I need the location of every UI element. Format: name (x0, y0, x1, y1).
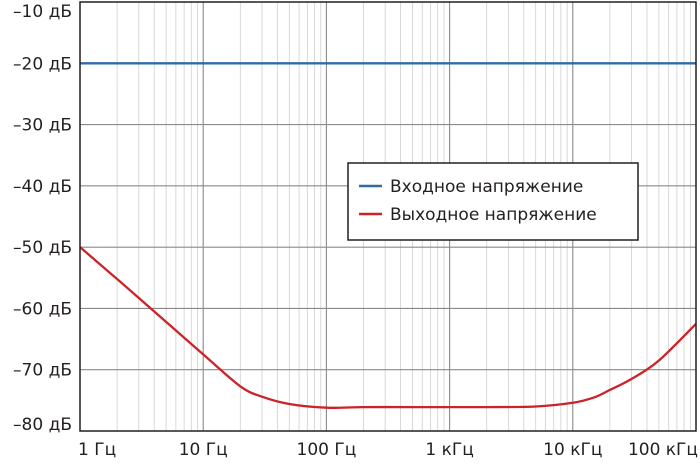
y-tick-label: –60 дБ (13, 299, 72, 319)
x-tick-label: 10 кГц (543, 440, 602, 460)
legend-box (347, 162, 639, 241)
legend-label-input: Входное напряжение (390, 177, 583, 197)
y-tick-label: –80 дБ (13, 415, 72, 435)
plot-frame (79, 1, 697, 432)
y-tick-label: –20 дБ (13, 54, 72, 74)
x-tick-label: 1 кГц (425, 440, 473, 460)
y-tick-label: –50 дБ (13, 238, 72, 258)
y-tick-label: –30 дБ (13, 116, 72, 136)
x-tick-label: 1 Гц (78, 440, 116, 460)
y-tick-label: –10 дБ (13, 2, 72, 22)
y-axis-labels: –10 дБ –20 дБ –30 дБ –40 дБ –50 дБ –60 дБ –70 … (13, 2, 72, 435)
x-tick-label: 100 Гц (297, 440, 357, 460)
series-group (79, 62, 697, 409)
series-line-output (79, 246, 697, 409)
y-tick-label: –40 дБ (13, 177, 72, 197)
y-tick-label: –70 дБ (13, 361, 72, 381)
legend-label-output: Выходное напряжение (390, 205, 597, 225)
x-tick-label: 10 Гц (179, 440, 228, 460)
legend: Входное напряжение Выходное напряжение (347, 162, 639, 241)
x-axis-labels: 1 Гц 10 Гц 100 Гц 1 кГц 10 кГц 100 кГц (78, 440, 698, 460)
x-tick-label: 100 кГц (628, 440, 698, 460)
